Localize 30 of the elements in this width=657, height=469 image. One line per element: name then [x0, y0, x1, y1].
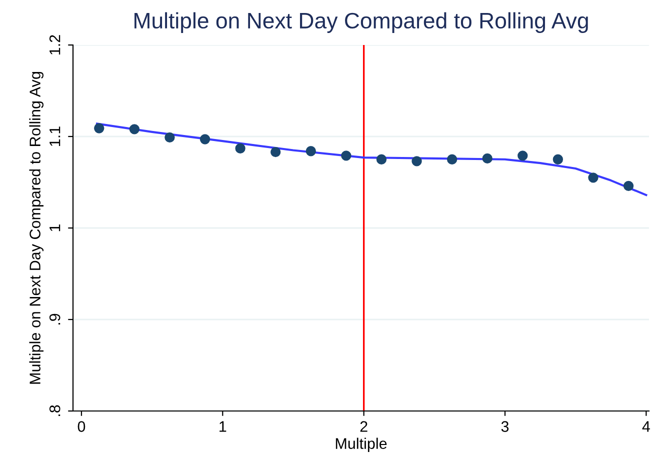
y-tick-label: .8 [49, 405, 60, 416]
chart-title: Multiple on Next Day Compared to Rolling Avg [134, 12, 588, 33]
point [94, 123, 104, 134]
point [129, 124, 140, 134]
y-tick-label: 1 [50, 224, 60, 232]
x-tick-label: 1 [220, 421, 226, 432]
point [482, 153, 492, 164]
x-tick-label: 0 [78, 421, 86, 432]
y-axis-title: Multiple on Next Day Compared to Rolling Avg [29, 72, 44, 384]
y-tick-label: .9 [49, 314, 60, 324]
point [552, 154, 564, 164]
point [446, 154, 458, 164]
y-tick-label: 1.2 [49, 35, 60, 54]
point [341, 150, 352, 161]
point [623, 180, 634, 191]
point [164, 132, 175, 142]
x-tick-label: 2 [360, 421, 368, 432]
point [588, 172, 598, 183]
y-tick-label: 1.1 [50, 126, 60, 146]
x-tick-label: 4 [642, 421, 650, 432]
point [412, 156, 422, 166]
point [376, 154, 387, 164]
point [235, 143, 246, 154]
x-tick-label: 3 [501, 421, 509, 432]
point [306, 146, 316, 156]
point [200, 134, 210, 144]
x-axis-title: Multiple [336, 438, 387, 452]
line-series [96, 122, 648, 196]
point [518, 150, 528, 161]
point [270, 146, 281, 158]
